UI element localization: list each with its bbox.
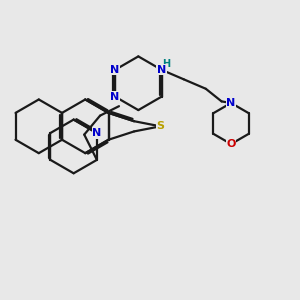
Text: O: O: [226, 139, 236, 149]
Text: S: S: [156, 121, 164, 131]
Text: H: H: [162, 58, 170, 68]
Text: N: N: [226, 98, 236, 108]
Text: N: N: [157, 65, 166, 75]
Text: N: N: [92, 128, 101, 138]
Text: N: N: [110, 65, 120, 75]
Text: N: N: [110, 92, 120, 102]
